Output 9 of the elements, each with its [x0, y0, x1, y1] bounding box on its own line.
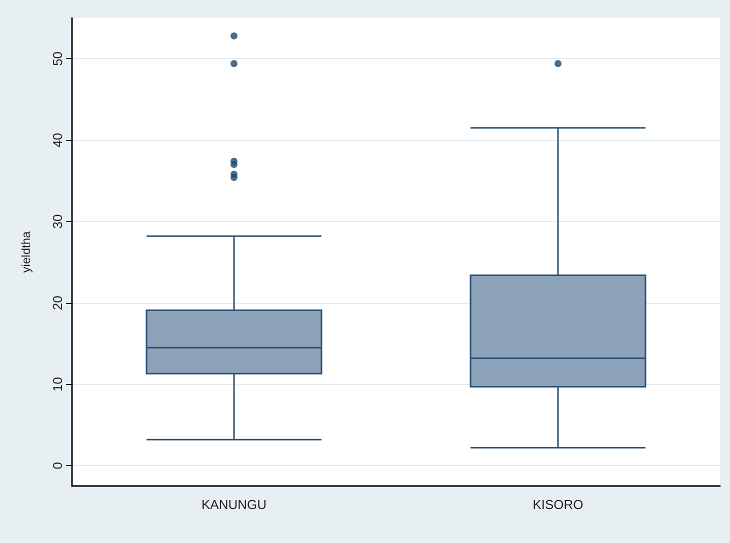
x-tick-label: KISORO — [532, 497, 584, 512]
y-tick-label: 30 — [50, 214, 65, 229]
y-tick-label: 50 — [50, 51, 65, 66]
y-tick-label: 20 — [50, 296, 65, 310]
x-tick-label: KANUNGU — [201, 497, 267, 512]
y-axis-title: yieldtha — [19, 231, 33, 273]
y-tick-label: 10 — [50, 377, 65, 392]
y-tick-label: 40 — [50, 132, 65, 148]
y-tick-label: 0 — [50, 462, 65, 470]
